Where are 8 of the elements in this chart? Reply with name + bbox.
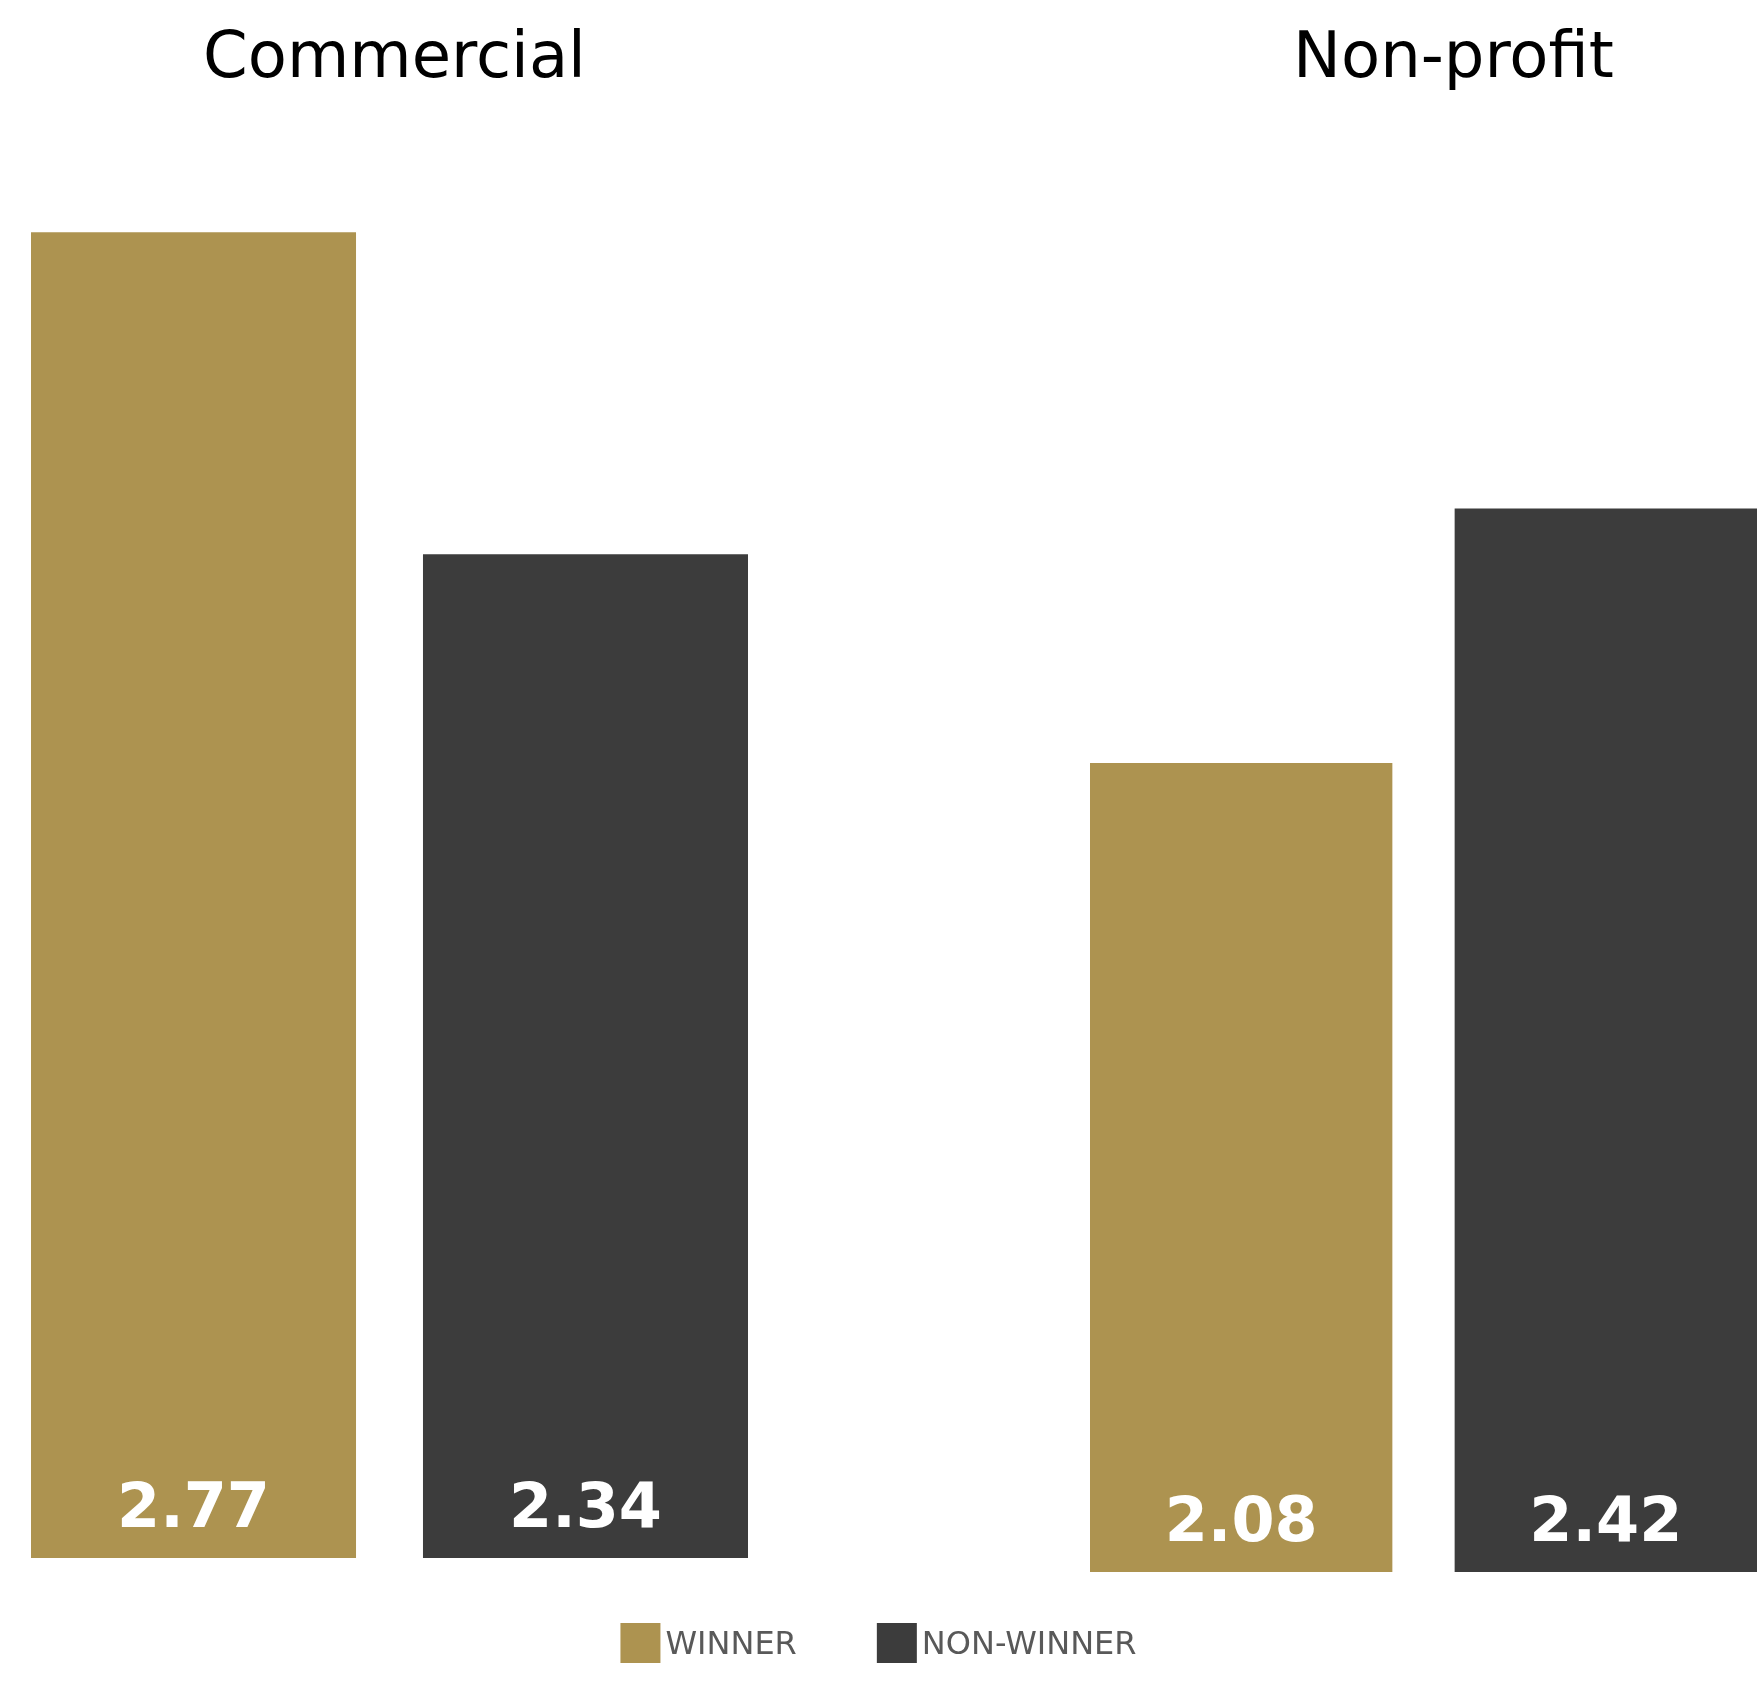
chart-title: Non-profit [1293,18,1614,92]
data-label: 2.77 [117,1468,270,1542]
legend-label: NON-WINNER [921,1624,1137,1662]
legend-label: WINNER [665,1624,797,1662]
data-label: 2.08 [1164,1482,1318,1556]
data-label: 2.34 [509,1468,662,1542]
data-label: 2.42 [1529,1482,1683,1556]
chart-title: Commercial [203,18,586,92]
